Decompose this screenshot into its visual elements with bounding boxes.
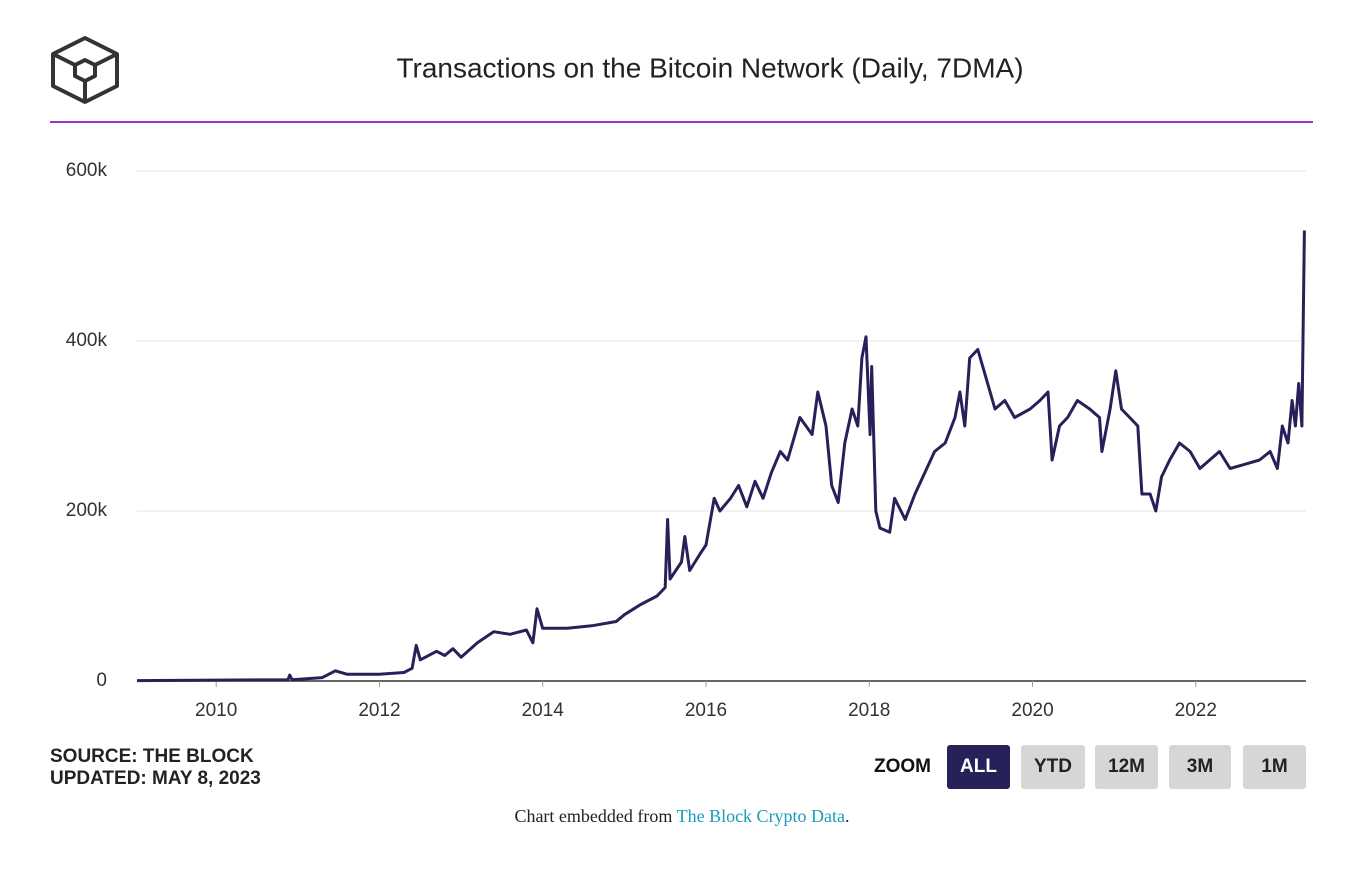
embed-note: Chart embedded from The Block Crypto Dat… xyxy=(0,806,1350,827)
x-tick-label: 2010 xyxy=(195,700,237,721)
y-tick-label: 0 xyxy=(96,670,107,691)
y-tick-label: 400k xyxy=(66,330,108,351)
zoom-label: ZOOM xyxy=(874,756,931,777)
source: SOURCE: THE BLOCK xyxy=(50,746,254,767)
zoom-button[interactable]: YTD xyxy=(1021,745,1085,789)
y-tick-label: 200k xyxy=(66,500,108,521)
x-tick-label: 2020 xyxy=(1011,700,1053,721)
y-tick-label: 600k xyxy=(66,160,108,181)
logo xyxy=(51,36,119,104)
x-tick-label: 2012 xyxy=(358,700,400,721)
zoom-button[interactable]: ALL xyxy=(947,745,1010,789)
updated: UPDATED: MAY 8, 2023 xyxy=(50,768,261,789)
series-line xyxy=(136,230,1306,683)
x-tick-label: 2022 xyxy=(1175,700,1217,721)
embed-text: Chart embedded from xyxy=(514,806,673,826)
zoom-button[interactable]: 12M xyxy=(1095,745,1158,789)
embed-end: . xyxy=(845,806,850,826)
zoom-button[interactable]: 3M xyxy=(1169,745,1231,789)
chart-title: Transactions on the Bitcoin Network (Dai… xyxy=(396,52,1023,83)
x-tick-label: 2016 xyxy=(685,700,727,721)
x-tick-label: 2014 xyxy=(522,700,565,721)
x-tick-label: 2018 xyxy=(848,700,890,721)
zoom-button[interactable]: 1M xyxy=(1243,745,1306,789)
embed-link[interactable]: The Block Crypto Data xyxy=(676,806,846,826)
